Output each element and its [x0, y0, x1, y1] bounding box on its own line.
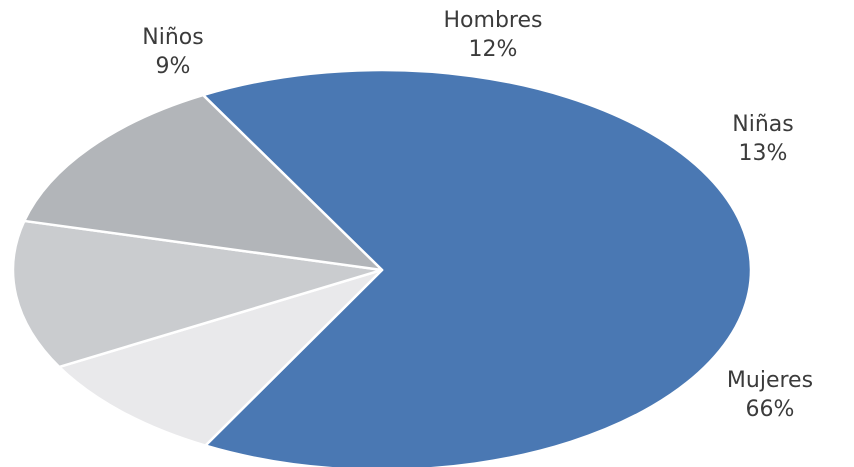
pie-slice-mujeres [201, 68, 753, 467]
label-hombres-percent: 12% [469, 37, 518, 62]
label-mujeres-name: Mujeres [727, 368, 813, 393]
label-hombres-name: Hombres [444, 8, 543, 33]
label-ninas-percent: 13% [739, 141, 788, 166]
label-ninas-name: Niñas [732, 112, 793, 137]
pie-slice-ninos [58, 268, 384, 447]
label-ninos-percent: 9% [156, 54, 191, 79]
label-ninos-name: Niños [142, 25, 203, 50]
pie-slices [11, 68, 753, 467]
pie-slice-ninas [23, 93, 384, 272]
pie-labels: Mujeres 66% Niños 9% Hombres 12% Niñas 1… [142, 8, 813, 422]
label-mujeres-percent: 66% [746, 397, 795, 422]
